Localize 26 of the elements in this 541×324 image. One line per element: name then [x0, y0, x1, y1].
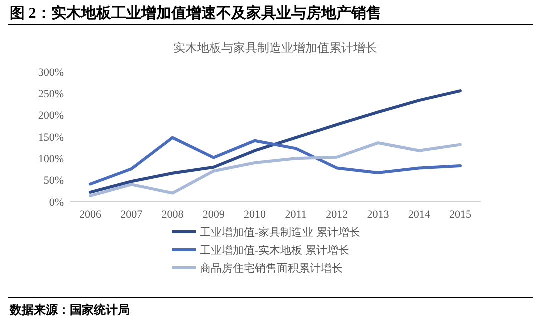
- line-series: [89, 142, 462, 198]
- x-tick-label: 2015: [449, 209, 472, 221]
- x-tick-label: 2006: [80, 209, 102, 221]
- legend-label: 工业增加值-家具制造业 累计增长: [200, 226, 360, 239]
- line-series: [89, 90, 462, 194]
- x-tick-label: 2010: [244, 209, 266, 221]
- y-tick-label: 200%: [38, 110, 64, 122]
- x-tick-label: 2011: [285, 209, 307, 221]
- x-tick-label: 2013: [367, 209, 390, 221]
- y-tick-label: 250%: [38, 88, 64, 101]
- x-tick-label: 2008: [162, 209, 184, 221]
- legend-label: 商品房住宅销售面积累计增长: [200, 262, 343, 275]
- x-tick-label: 2012: [326, 209, 348, 221]
- y-tick-label: 50%: [44, 175, 64, 188]
- x-tick-label: 2007: [120, 209, 144, 221]
- chart-subtitle: 实木地板与家具制造业增加值累计增长: [174, 41, 378, 55]
- y-tick-label: 300%: [38, 66, 64, 79]
- x-tick-label: 2014: [408, 209, 431, 221]
- source-note: 数据来源：国家统计局: [9, 303, 130, 317]
- x-tick-label: 2009: [202, 209, 226, 221]
- y-tick-label: 150%: [38, 132, 64, 144]
- chart-title: 图 2：实木地板工业增加值增速不及家具业与房地产销售: [10, 4, 382, 22]
- legend-label: 工业增加值-实木地板 累计增长: [200, 244, 350, 257]
- y-tick-label: 100%: [38, 154, 64, 166]
- y-tick-label: 0%: [49, 196, 64, 209]
- line-series: [89, 136, 462, 186]
